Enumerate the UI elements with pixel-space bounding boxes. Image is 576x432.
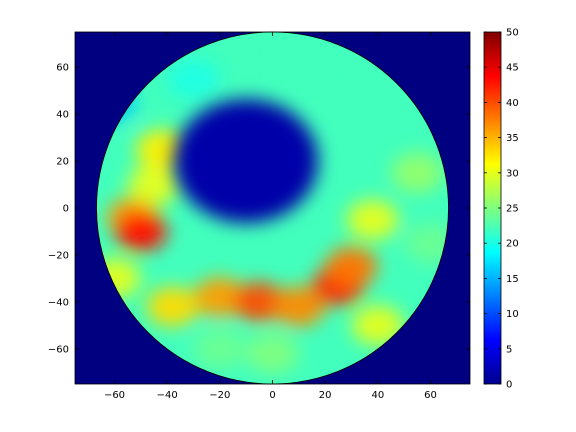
hotspot-10 [325,246,378,287]
y-axis: 60 40 20 0 −20 −40 −60 [48,63,470,355]
colorbar-tick-label: 0 [506,380,512,391]
y-tick-label: 60 [56,63,69,74]
colorbar-tick-label: 5 [506,344,512,355]
y-tick-label: 0 [63,204,69,215]
colorbar-tick-label: 30 [506,168,519,179]
x-tick-label: 40 [371,390,384,401]
colorbar-axis: 0 5 10 15 20 25 30 35 40 45 50 [484,28,519,391]
hotspot-1 [114,211,167,252]
x-axis: −60 −40 −20 0 20 40 60 [104,32,437,401]
hotspot-18 [246,333,299,374]
y-tick-label: 40 [56,110,69,121]
hotspot-5 [146,286,199,327]
hotspot-7 [233,281,286,322]
x-tick-label: −20 [209,390,230,401]
hotspot-12 [351,305,404,346]
hotspot-8 [272,286,325,327]
x-tick-label: −40 [157,390,178,401]
hotspot-11 [346,199,399,240]
x-tick-label: 60 [424,390,437,401]
y-tick-label: −20 [48,250,69,261]
hotspot-19 [193,328,246,369]
hotspot-15 [167,58,220,99]
y-tick-label: −60 [48,344,69,355]
x-tick-label: 20 [319,390,332,401]
hotspot-6 [193,277,246,318]
x-tick-label: −60 [104,390,125,401]
colorbar-tick-label: 50 [506,28,519,39]
hotspot-2 [128,164,180,205]
colorbar-tick-label: 40 [506,98,519,109]
colorbar-tick-label: 20 [506,239,519,250]
y-tick-label: 20 [56,157,69,168]
colorbar-tick-label: 10 [506,309,519,320]
hotspot-16 [272,42,325,83]
x-tick-label: 0 [269,390,275,401]
hotspot-13 [391,152,444,193]
colorbar-tick-label: 25 [506,204,519,215]
y-tick-label: −40 [48,297,69,308]
colorbar-tick-label: 35 [506,133,519,144]
colorbar-tick-label: 15 [506,274,519,285]
colorbar-tick-label: 45 [506,63,519,74]
central-low-region [174,99,319,224]
